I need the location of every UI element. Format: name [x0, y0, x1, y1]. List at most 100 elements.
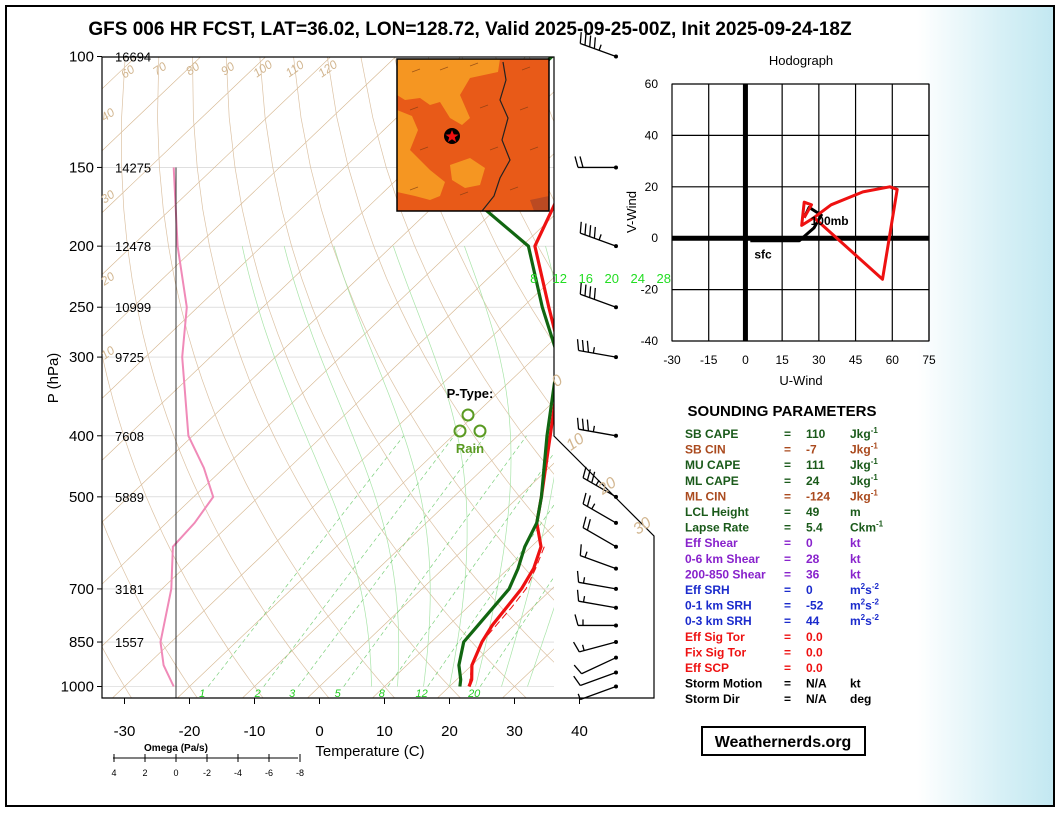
param-equals: =: [784, 443, 791, 457]
isotherm: [102, 57, 461, 399]
omega-profile: [159, 167, 215, 687]
height-label: 12478: [115, 239, 151, 254]
param-name: LCL Height: [685, 505, 749, 519]
hodograph-y-tick: 0: [651, 231, 658, 245]
param-unit: m2s-2: [850, 582, 879, 597]
hodograph-chart: Hodograph -30 -15 0 15 30 45 60 75 -40 -20 0 20 40 60…: [624, 53, 936, 388]
ptype-value: Rain: [456, 441, 484, 456]
isotherm: [176, 338, 554, 698]
param-value: 0.0: [806, 661, 823, 675]
height-label: 9725: [115, 350, 144, 365]
hodograph-label: 100mb: [811, 214, 849, 228]
param-row: Eff SCP = 0.0: [685, 661, 823, 675]
hodograph-y-tick: 20: [645, 180, 659, 194]
pressure-tick-label: 150: [69, 159, 94, 176]
param-value: 0.0: [806, 630, 823, 644]
wind-barb: [576, 417, 618, 438]
param-value: 0.0: [806, 645, 823, 659]
param-name: SB CAPE: [685, 427, 738, 441]
param-equals: =: [784, 583, 791, 597]
isotherm: [111, 277, 554, 698]
param-name: Eff SRH: [685, 583, 730, 597]
mixing-ratio-line: [479, 576, 554, 687]
param-value: 5.4: [806, 521, 823, 535]
height-label: 3181: [115, 582, 144, 597]
param-unit: kt: [850, 536, 861, 550]
isotherm: [371, 524, 554, 698]
param-row: ML CAPE = 24 Jkg-1: [685, 473, 878, 488]
wind-barb: [579, 32, 618, 59]
param-unit: Jkg-1: [850, 426, 878, 441]
mixing-ratio-line: [297, 435, 486, 687]
param-name: MU CAPE: [685, 458, 740, 472]
dewpoint-profile: [433, 57, 554, 687]
param-row: MU CAPE = 111 Jkg-1: [685, 457, 878, 472]
param-name: Eff Sig Tor: [685, 630, 745, 644]
moist-adiabat: [333, 245, 431, 687]
omega-tick-label: 2: [142, 768, 147, 778]
mixing-ratio-label: 1: [199, 688, 205, 700]
param-row: Eff Shear = 0 kt: [685, 536, 861, 550]
param-unit: m2s-2: [850, 598, 879, 613]
dry-adiabat: [102, 646, 132, 698]
height-label: 16694: [115, 50, 151, 65]
param-row: Lapse Rate = 5.4 Ckm-1: [685, 520, 884, 535]
hodograph-y-tick: 40: [645, 128, 659, 142]
param-value: 49: [806, 505, 820, 519]
height-label: 14275: [115, 160, 151, 175]
wind-barb: [579, 221, 618, 249]
param-value: 28: [806, 552, 820, 566]
hodograph-x-tick: 30: [812, 353, 826, 367]
dry-adiabat: [121, 57, 330, 698]
moist-adiabat: [392, 245, 468, 687]
hodograph-y-tick: -40: [641, 334, 659, 348]
param-unit: kt: [850, 552, 861, 566]
hodograph-x-tick: 60: [886, 353, 900, 367]
pressure-tick-label: 100: [69, 49, 94, 66]
temperature-tick-label: -30: [114, 723, 136, 740]
param-row: 0-6 km Shear = 28 kt: [685, 552, 861, 566]
param-name: Lapse Rate: [685, 521, 749, 535]
isotherm: [102, 57, 266, 214]
moist-adiabat: [527, 606, 554, 687]
wind-barb: [573, 655, 618, 675]
rain-symbol-dot: [453, 424, 467, 438]
page-title: GFS 006 HR FCST, LAT=36.02, LON=128.72, …: [88, 19, 852, 40]
dry-adiabat: [259, 57, 554, 663]
param-equals: =: [784, 458, 791, 472]
ptype-label: P-Type:: [447, 386, 494, 401]
param-value: 44: [806, 614, 820, 628]
moist-adiabat-label: 16: [578, 271, 592, 286]
param-value: -7: [806, 443, 817, 457]
temperature-tick-label: 40: [571, 723, 588, 740]
dry-adiabat: [157, 57, 396, 698]
param-equals: =: [784, 677, 791, 691]
param-equals: =: [784, 505, 791, 519]
param-unit: deg: [850, 692, 871, 706]
pressure-tick-label: 250: [69, 299, 94, 316]
param-equals: =: [784, 614, 791, 628]
param-equals: =: [784, 661, 791, 675]
mixing-ratio-label: 3: [289, 688, 296, 700]
dry-adiabat-label: 20: [97, 269, 117, 289]
param-row: Eff SRH = 0 m2s-2: [685, 582, 879, 597]
isotherm: [102, 57, 396, 337]
temperature-tick-label: 10: [376, 723, 393, 740]
param-unit: kt: [850, 677, 861, 691]
param-row: ML CIN = -124 Jkg-1: [685, 488, 878, 503]
moist-adiabat-label: 24: [630, 271, 644, 286]
param-row: SB CIN = -7 Jkg-1: [685, 442, 878, 457]
skewt-ylabel: P (hPa): [45, 353, 62, 404]
hodograph-x-tick: 0: [742, 353, 749, 367]
param-equals: =: [784, 536, 791, 550]
wind-barb: [579, 282, 618, 310]
param-name: 0-3 km SRH: [685, 614, 752, 628]
param-unit: Jkg-1: [850, 442, 878, 457]
wind-barb: [572, 640, 618, 653]
pressure-tick-label: 300: [69, 349, 94, 366]
param-value: 111: [806, 458, 825, 472]
param-row: SB CAPE = 110 Jkg-1: [685, 426, 878, 441]
isotherm: [241, 400, 554, 698]
mixing-ratio-line: [387, 452, 554, 687]
